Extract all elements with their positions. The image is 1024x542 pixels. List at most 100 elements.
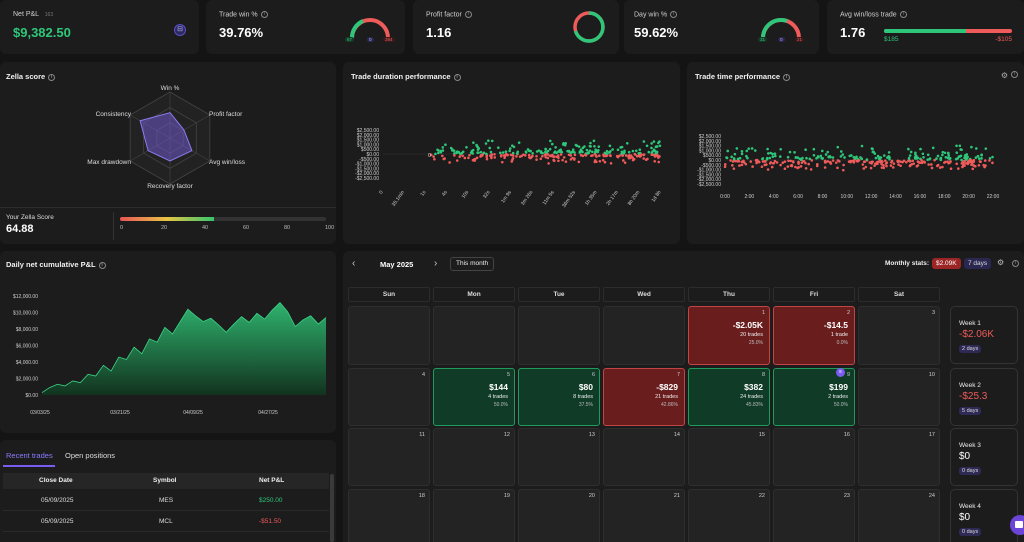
next-month-button[interactable]: › [434, 258, 438, 269]
calendar-day[interactable] [348, 306, 430, 365]
scatter-point [815, 156, 818, 160]
trade-win-value: 39.76% [219, 25, 264, 40]
prev-month-button[interactable]: ‹ [352, 258, 356, 269]
info-icon[interactable]: i [783, 73, 791, 81]
info-icon[interactable]: i [1012, 260, 1019, 267]
calendar-day[interactable]: 14 [603, 428, 685, 486]
scatter-point [573, 158, 576, 161]
col-close-date[interactable]: Close Date [39, 477, 73, 484]
calendar-day[interactable]: 22 [688, 489, 770, 542]
this-month-button[interactable]: This month [450, 257, 495, 271]
table-row[interactable]: 05/09/2025 MCL -$51.50 [3, 511, 329, 532]
y-tick-label: $12,000.00 [13, 294, 38, 300]
calendar-day[interactable]: 12 [433, 428, 515, 486]
info-icon[interactable]: i [1011, 71, 1018, 78]
table-row[interactable]: 05/09/2025 MES $250.00 [3, 490, 329, 511]
scatter-point [439, 150, 443, 154]
scatter-point [809, 168, 813, 171]
scatter-point [433, 157, 436, 161]
calendar-day[interactable]: 1 -$2.05K 20 trades 25.0% [688, 306, 770, 365]
scatter-point [605, 149, 609, 153]
tab-open-positions[interactable]: Open positions [65, 451, 116, 460]
scatter-point [479, 150, 483, 154]
week-summary-card[interactable]: Week 3 $0 0 days [950, 428, 1018, 486]
info-icon[interactable]: i [464, 11, 472, 18]
scatter-point [584, 154, 588, 157]
scatter-point [731, 164, 734, 167]
scatter-point [432, 155, 435, 158]
x-tick-label: 1d 8h [651, 190, 663, 204]
calendar-day[interactable]: 20 [518, 489, 600, 542]
week-summary-card[interactable]: Week 1 -$2.06K 2 days [950, 306, 1018, 364]
scatter-point [820, 149, 824, 153]
scatter-point [485, 155, 489, 159]
calendar-day[interactable]: 24 [858, 489, 940, 542]
x-tick-label: 12:00 [865, 194, 878, 200]
calendar-day[interactable]: 19 [433, 489, 515, 542]
scatter-point [577, 160, 581, 164]
scatter-point [874, 156, 878, 160]
scatter-point [638, 148, 642, 151]
calendar-day[interactable]: 2 -$14.5 1 trade 0.0% [773, 306, 855, 365]
y-tick-label: $500.00 [361, 147, 379, 153]
trade-net-pnl: $250.00 [259, 497, 283, 504]
settings-icon[interactable]: ⚙ [1000, 71, 1008, 80]
col-net-pnl[interactable]: Net P&L [259, 477, 285, 484]
calculator-icon[interactable]: ⊟ [174, 24, 186, 36]
calendar-day[interactable] [433, 306, 515, 365]
calendar-day[interactable] [518, 306, 600, 365]
table-scrollbar[interactable] [330, 474, 334, 542]
calendar-day[interactable]: 13 [518, 428, 600, 486]
calendar-day[interactable]: 15 [688, 428, 770, 486]
scatter-point [732, 167, 736, 170]
calendar-day[interactable]: 8 $382 24 trades 45.83% [688, 368, 770, 426]
scatter-point [909, 163, 912, 167]
calendar-day[interactable] [603, 306, 685, 365]
scatter-point [468, 153, 471, 157]
scatter-point [829, 155, 832, 159]
calendar-day[interactable]: 3 [858, 306, 940, 365]
calendar-day[interactable]: 9 $199 2 trades 50.0% ≡ [773, 368, 855, 426]
calendar-day[interactable]: 21 [603, 489, 685, 542]
calendar-day[interactable]: 6 $80 8 trades 37.5% [518, 368, 600, 426]
calendar-day[interactable]: 4 [348, 368, 430, 426]
scatter-point [485, 152, 488, 156]
info-icon[interactable]: i [260, 11, 268, 18]
day-win-rate: 37.5% [578, 402, 593, 408]
scatter-point [860, 157, 864, 161]
scatter-point [831, 156, 835, 159]
tab-recent-trades[interactable]: Recent trades [6, 451, 53, 460]
scatter-point [579, 148, 583, 151]
scatter-point [949, 167, 953, 171]
y-tick-label: $2,000.00 [699, 139, 721, 145]
chat-launcher-button[interactable] [1010, 515, 1024, 535]
calendar-day[interactable]: 7 -$829 21 trades 42.86% [603, 368, 685, 426]
scatter-point [487, 139, 490, 143]
calendar-day[interactable]: 17 [858, 428, 940, 486]
week-summary-card[interactable]: Week 2 -$25.3 5 days [950, 368, 1018, 426]
calendar-day[interactable]: 10 [858, 368, 940, 426]
info-icon[interactable]: i [48, 73, 56, 81]
info-icon[interactable]: i [453, 73, 461, 81]
scatter-point [826, 160, 830, 163]
scatter-point [794, 165, 797, 169]
info-icon[interactable]: i [899, 11, 907, 18]
calendar-day[interactable]: 18 [348, 489, 430, 542]
calendar-day[interactable]: 23 [773, 489, 855, 542]
y-tick-label: -$2,500.00 [697, 182, 721, 188]
scatter-point [736, 159, 739, 163]
week-summary-card[interactable]: Week 4 $0 0 days [950, 489, 1018, 542]
info-icon[interactable]: i [98, 261, 106, 269]
calendar-day[interactable]: 11 [348, 428, 430, 486]
calendar-day[interactable]: 5 $144 4 trades 50.0% [433, 368, 515, 426]
scatter-point [862, 160, 866, 164]
info-icon[interactable]: i [670, 11, 678, 18]
calendar-month: May 2025 [380, 260, 414, 269]
scatter-point [441, 149, 445, 152]
settings-icon[interactable]: ⚙ [997, 258, 1005, 267]
scatter-point [860, 144, 864, 148]
calendar-day[interactable]: 16 [773, 428, 855, 486]
scatter-point [796, 156, 800, 159]
col-symbol[interactable]: Symbol [153, 477, 177, 484]
note-icon[interactable]: ≡ [836, 368, 845, 377]
